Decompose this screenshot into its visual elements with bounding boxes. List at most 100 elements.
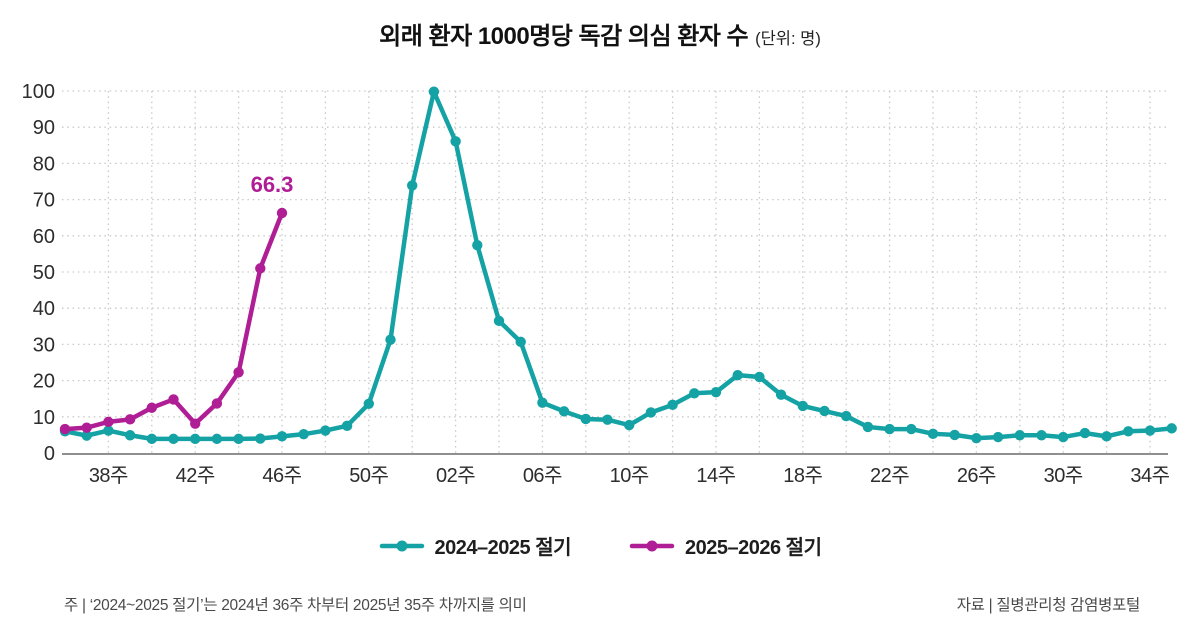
legend-line-marker-icon — [379, 540, 424, 551]
series-line-0 — [62, 89, 1174, 442]
legend-line-marker-icon — [629, 540, 675, 551]
data-point — [992, 431, 1004, 443]
x-tick-label: 50주 — [349, 465, 388, 487]
data-point — [103, 416, 114, 428]
data-point — [862, 421, 874, 433]
y-tick-label: 30 — [33, 334, 55, 356]
data-point — [407, 180, 418, 191]
data-point — [211, 433, 223, 445]
x-tick-label: 30주 — [1044, 465, 1083, 487]
y-tick-label: 80 — [33, 153, 55, 175]
data-point — [168, 433, 179, 445]
chart-legend: 2024–2025 절기 2025–2026 절기 — [0, 531, 1200, 560]
footnotes: 주 | ‘2024~2025 절기’는 2024년 36주 차부터 2025년 … — [64, 593, 1140, 615]
data-point — [819, 405, 830, 417]
data-point — [363, 398, 374, 409]
data-point — [775, 389, 787, 400]
data-point — [428, 86, 440, 97]
y-tick-label: 0 — [44, 443, 55, 465]
data-point — [493, 315, 505, 327]
data-point — [146, 433, 157, 445]
data-point — [320, 425, 331, 436]
data-point — [81, 430, 92, 441]
y-tick-label: 20 — [33, 371, 55, 393]
line-chart: 0 10 20 30 40 50 60 70 80 90 100 38주 42주 46주 50주 02주 06주… — [22, 81, 1177, 487]
y-tick-label: 60 — [33, 226, 55, 248]
data-point — [1123, 426, 1134, 437]
data-point — [385, 334, 396, 345]
data-point — [884, 423, 895, 435]
data-point — [1036, 430, 1047, 441]
data-point — [341, 420, 353, 432]
y-tick-label: 50 — [33, 262, 55, 284]
data-point — [1079, 427, 1091, 439]
chart-unit-label: (단위: 명) — [755, 30, 821, 48]
data-point — [190, 433, 201, 445]
legend-item-2025-2026: 2025–2026 절기 — [629, 531, 822, 560]
data-point — [971, 432, 982, 444]
legend-item-2024-2025: 2024–2025 절기 — [379, 531, 572, 560]
data-point — [710, 386, 722, 398]
peak-annotation: 66.3 — [251, 172, 294, 197]
data-point — [124, 430, 136, 441]
y-tick-label: 10 — [33, 407, 55, 429]
data-point — [602, 414, 613, 425]
data-point — [841, 410, 852, 422]
x-tick-label: 10주 — [610, 465, 649, 487]
x-tick-label: 22주 — [870, 465, 909, 487]
data-point — [689, 388, 700, 399]
source-credit: 자료 | 질병관리청 감염병포털 — [956, 597, 1141, 614]
x-tick-label: 14주 — [696, 465, 735, 487]
data-point — [472, 240, 483, 251]
data-point — [624, 419, 635, 431]
data-point — [211, 398, 223, 409]
data-point — [103, 425, 114, 436]
data-point — [450, 136, 461, 147]
y-tick-label: 70 — [33, 190, 55, 212]
data-point — [59, 423, 71, 435]
chart-title: 외래 환자 1000명당 독감 의심 환자 수 — [379, 23, 749, 50]
data-point — [754, 371, 765, 383]
x-tick-label: 18주 — [783, 465, 822, 487]
x-tick-label: 46주 — [262, 465, 301, 487]
data-point — [81, 422, 92, 433]
y-tick-label: 90 — [33, 117, 55, 139]
data-point — [1166, 423, 1177, 434]
data-point — [927, 428, 939, 440]
data-point — [276, 207, 288, 219]
legend-label-2025-2026: 2025–2026 절기 — [685, 537, 822, 559]
data-point — [537, 397, 548, 408]
x-tick-label: 06주 — [523, 465, 562, 487]
y-tick-label: 40 — [33, 298, 55, 320]
data-point — [906, 423, 917, 435]
x-tick-label: 42주 — [176, 465, 215, 487]
data-point — [732, 369, 743, 381]
data-point — [580, 413, 591, 425]
data-point — [949, 429, 960, 441]
data-point — [667, 399, 678, 411]
data-point — [255, 433, 266, 444]
data-point — [298, 428, 309, 440]
data-point — [233, 433, 244, 445]
data-point — [255, 263, 266, 274]
page-title: 외래 환자 1000명당 독감 의심 환자 수 (단위: 명) — [0, 16, 1200, 51]
footnote-definition: 주 | ‘2024~2025 절기’는 2024년 36주 차부터 2025년 … — [64, 597, 527, 614]
data-point — [124, 414, 136, 425]
data-point — [168, 394, 179, 405]
legend-label-2024-2025: 2024–2025 절기 — [434, 537, 572, 559]
x-tick-label: 38주 — [89, 465, 128, 487]
y-tick-label: 100 — [22, 81, 55, 103]
data-point — [146, 402, 157, 413]
x-tick-label: 26주 — [957, 465, 996, 487]
data-point — [515, 336, 526, 348]
data-point — [1101, 431, 1112, 442]
x-tick-label: 34주 — [1130, 465, 1169, 487]
data-point — [190, 418, 201, 429]
data-point — [558, 406, 570, 417]
x-tick-label: 02주 — [436, 465, 475, 487]
data-point — [1058, 431, 1069, 443]
data-point — [233, 367, 244, 378]
data-point — [1014, 430, 1025, 441]
data-point — [645, 407, 657, 418]
